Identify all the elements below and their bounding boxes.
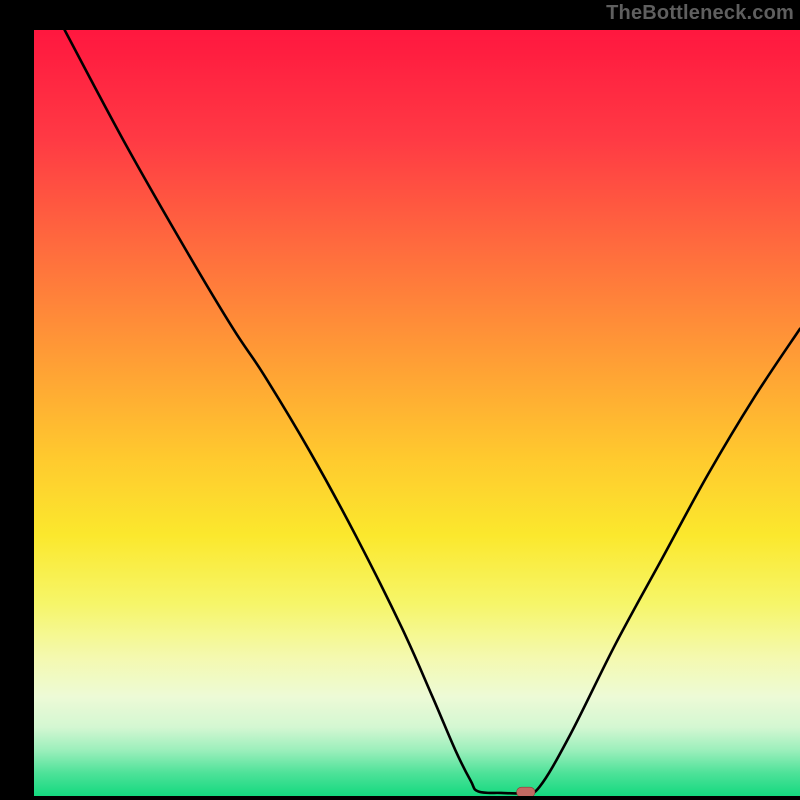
chart-frame: TheBottleneck.com: [0, 0, 800, 800]
plot-area: [34, 30, 800, 796]
watermark-text: TheBottleneck.com: [606, 2, 794, 25]
optimum-marker: [517, 787, 535, 796]
chart-svg: [34, 30, 800, 796]
